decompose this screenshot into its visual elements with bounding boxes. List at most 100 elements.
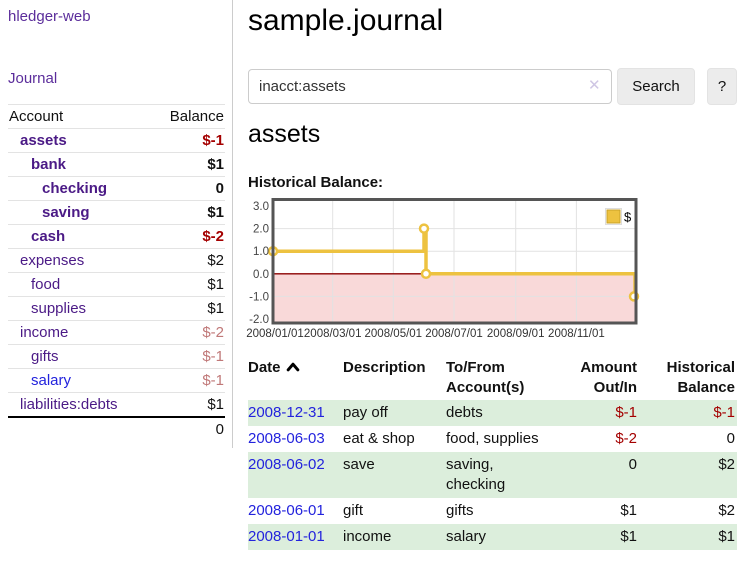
transaction-date-link[interactable]: 2008-06-02 bbox=[248, 456, 325, 473]
svg-text:2008/05/01: 2008/05/01 bbox=[365, 328, 423, 340]
transaction-description: eat & shop bbox=[343, 430, 415, 447]
account-balance: $1 bbox=[151, 152, 225, 177]
search-button[interactable]: Search bbox=[617, 68, 695, 105]
account-balance: $1 bbox=[151, 392, 225, 417]
transaction-accounts: debts bbox=[446, 404, 483, 421]
account-balance: $1 bbox=[151, 296, 225, 321]
transaction-amount: 0 bbox=[628, 456, 637, 473]
help-button[interactable]: ? bbox=[707, 68, 737, 105]
account-row: checking 0 bbox=[8, 176, 225, 201]
account-row: gifts $-1 bbox=[8, 344, 225, 369]
sidebar: hledger-web Journal Account Balance asse… bbox=[0, 0, 233, 448]
transaction-accounts: gifts bbox=[446, 502, 474, 519]
account-row: cash $-2 bbox=[8, 224, 225, 249]
transaction-amount: $1 bbox=[620, 502, 637, 519]
account-balance: $-1 bbox=[151, 344, 225, 369]
transaction-balance: $-1 bbox=[713, 404, 735, 421]
svg-text:0.0: 0.0 bbox=[253, 269, 269, 281]
accounts-header-row: Account Balance bbox=[8, 104, 225, 129]
register-col-accounts: To/From Account(s) bbox=[446, 359, 525, 396]
transaction-date-link[interactable]: 2008-06-01 bbox=[248, 502, 325, 519]
transaction-date-link[interactable]: 2008-12-31 bbox=[248, 404, 325, 421]
account-link-expenses[interactable]: expenses bbox=[20, 252, 85, 269]
account-link-assets[interactable]: assets bbox=[20, 132, 67, 149]
account-balance: $1 bbox=[151, 200, 225, 225]
sidebar-item-journal[interactable]: Journal bbox=[8, 70, 58, 87]
svg-text:2008/01/01: 2008/01/01 bbox=[246, 328, 304, 340]
svg-text:3.0: 3.0 bbox=[253, 201, 269, 213]
transaction-balance: $2 bbox=[718, 502, 735, 519]
app-title-link[interactable]: hledger-web bbox=[8, 8, 91, 25]
chart-vertical-gridlines bbox=[332, 200, 577, 323]
chart-title: Historical Balance: bbox=[248, 174, 384, 191]
account-link-liabilities-debts[interactable]: liabilities:debts bbox=[20, 396, 118, 413]
transaction-accounts: saving, checking bbox=[446, 456, 506, 493]
transaction-accounts: salary bbox=[446, 528, 487, 545]
transaction-accounts: food, supplies bbox=[446, 430, 539, 447]
account-balance: $-2 bbox=[151, 224, 225, 249]
account-link-saving[interactable]: saving bbox=[42, 204, 90, 221]
register-col-description: Description bbox=[343, 359, 426, 376]
transaction-description: save bbox=[343, 456, 375, 473]
accounts-total-value: 0 bbox=[151, 416, 225, 441]
register-row: 2008-12-31 pay off debts $-1 $-1 bbox=[248, 400, 737, 426]
page-title: sample.journal bbox=[248, 4, 444, 37]
transaction-balance: $1 bbox=[718, 528, 735, 545]
accounts-col-balance: Balance bbox=[151, 104, 225, 129]
register-col-date[interactable]: Date bbox=[248, 356, 343, 400]
account-balance: $-1 bbox=[202, 132, 224, 149]
sort-ascending-icon bbox=[286, 362, 299, 372]
svg-text:1.0: 1.0 bbox=[253, 246, 269, 258]
svg-text:2008/09/01: 2008/09/01 bbox=[487, 328, 545, 340]
register-row: 2008-06-01 gift gifts $1 $2 bbox=[248, 498, 737, 524]
chart-border bbox=[271, 198, 638, 325]
legend-swatch bbox=[606, 209, 621, 224]
account-balance: $2 bbox=[151, 248, 225, 273]
chart-y-axis-labels: 3.0 2.0 1.0 0.0 -1.0 -2.0 bbox=[249, 201, 269, 326]
search-form: ✕ Search ? bbox=[248, 68, 737, 105]
svg-text:2008/07/01: 2008/07/01 bbox=[425, 328, 483, 340]
transaction-date-link[interactable]: 2008-01-01 bbox=[248, 528, 325, 545]
svg-text:-1.0: -1.0 bbox=[249, 291, 269, 303]
search-input[interactable] bbox=[248, 69, 612, 104]
account-row: salary $-1 bbox=[8, 368, 225, 393]
account-balance: $-1 bbox=[151, 368, 225, 393]
account-row: supplies $1 bbox=[8, 296, 225, 321]
legend-label: $ bbox=[624, 210, 632, 225]
account-link-income[interactable]: income bbox=[20, 324, 69, 341]
accounts-total-row: 0 bbox=[8, 416, 225, 441]
transaction-amount: $1 bbox=[620, 528, 637, 545]
account-row: assets $-1 bbox=[8, 129, 225, 153]
clear-search-icon[interactable]: ✕ bbox=[588, 77, 601, 94]
transaction-amount: $-1 bbox=[615, 404, 637, 421]
account-row: liabilities:debts $1 bbox=[8, 392, 225, 417]
account-link-salary[interactable]: salary bbox=[31, 372, 72, 389]
account-link-bank[interactable]: bank bbox=[31, 156, 67, 173]
transaction-description: gift bbox=[343, 502, 364, 519]
account-row: expenses $2 bbox=[8, 248, 225, 273]
chart-legend: $ bbox=[605, 208, 632, 225]
account-link-gifts[interactable]: gifts bbox=[31, 348, 59, 365]
account-balance: $-2 bbox=[151, 320, 225, 345]
register-row: 2008-06-03 eat & shop food, supplies $-2… bbox=[248, 426, 737, 452]
transaction-balance: 0 bbox=[726, 430, 735, 447]
transaction-balance: $2 bbox=[718, 456, 735, 473]
account-link-checking[interactable]: checking bbox=[42, 180, 108, 197]
historical-balance-chart: $ 3.0 2.0 1.0 0.0 -1.0 -2.0 2008/01/01 2… bbox=[246, 197, 640, 345]
svg-text:2008/11/01: 2008/11/01 bbox=[548, 328, 605, 340]
accounts-table: Account Balance assets $-1 bank $1 check… bbox=[8, 104, 225, 441]
register-table: Date Description To/From Account(s) Amou… bbox=[248, 356, 737, 550]
accounts-col-account: Account bbox=[8, 104, 152, 129]
transaction-description: pay off bbox=[343, 404, 388, 421]
account-link-supplies[interactable]: supplies bbox=[31, 300, 87, 317]
svg-text:2008/03/01: 2008/03/01 bbox=[304, 328, 362, 340]
transaction-description: income bbox=[343, 528, 392, 545]
account-link-cash[interactable]: cash bbox=[31, 228, 66, 245]
svg-text:2.0: 2.0 bbox=[253, 224, 269, 236]
register-row: 2008-01-01 income salary $1 $1 bbox=[248, 524, 737, 550]
transaction-amount: $-2 bbox=[615, 430, 637, 447]
account-link-food[interactable]: food bbox=[31, 276, 61, 293]
transaction-date-link[interactable]: 2008-06-03 bbox=[248, 430, 325, 447]
account-row: bank $1 bbox=[8, 152, 225, 177]
chart-data-markers bbox=[267, 223, 640, 302]
